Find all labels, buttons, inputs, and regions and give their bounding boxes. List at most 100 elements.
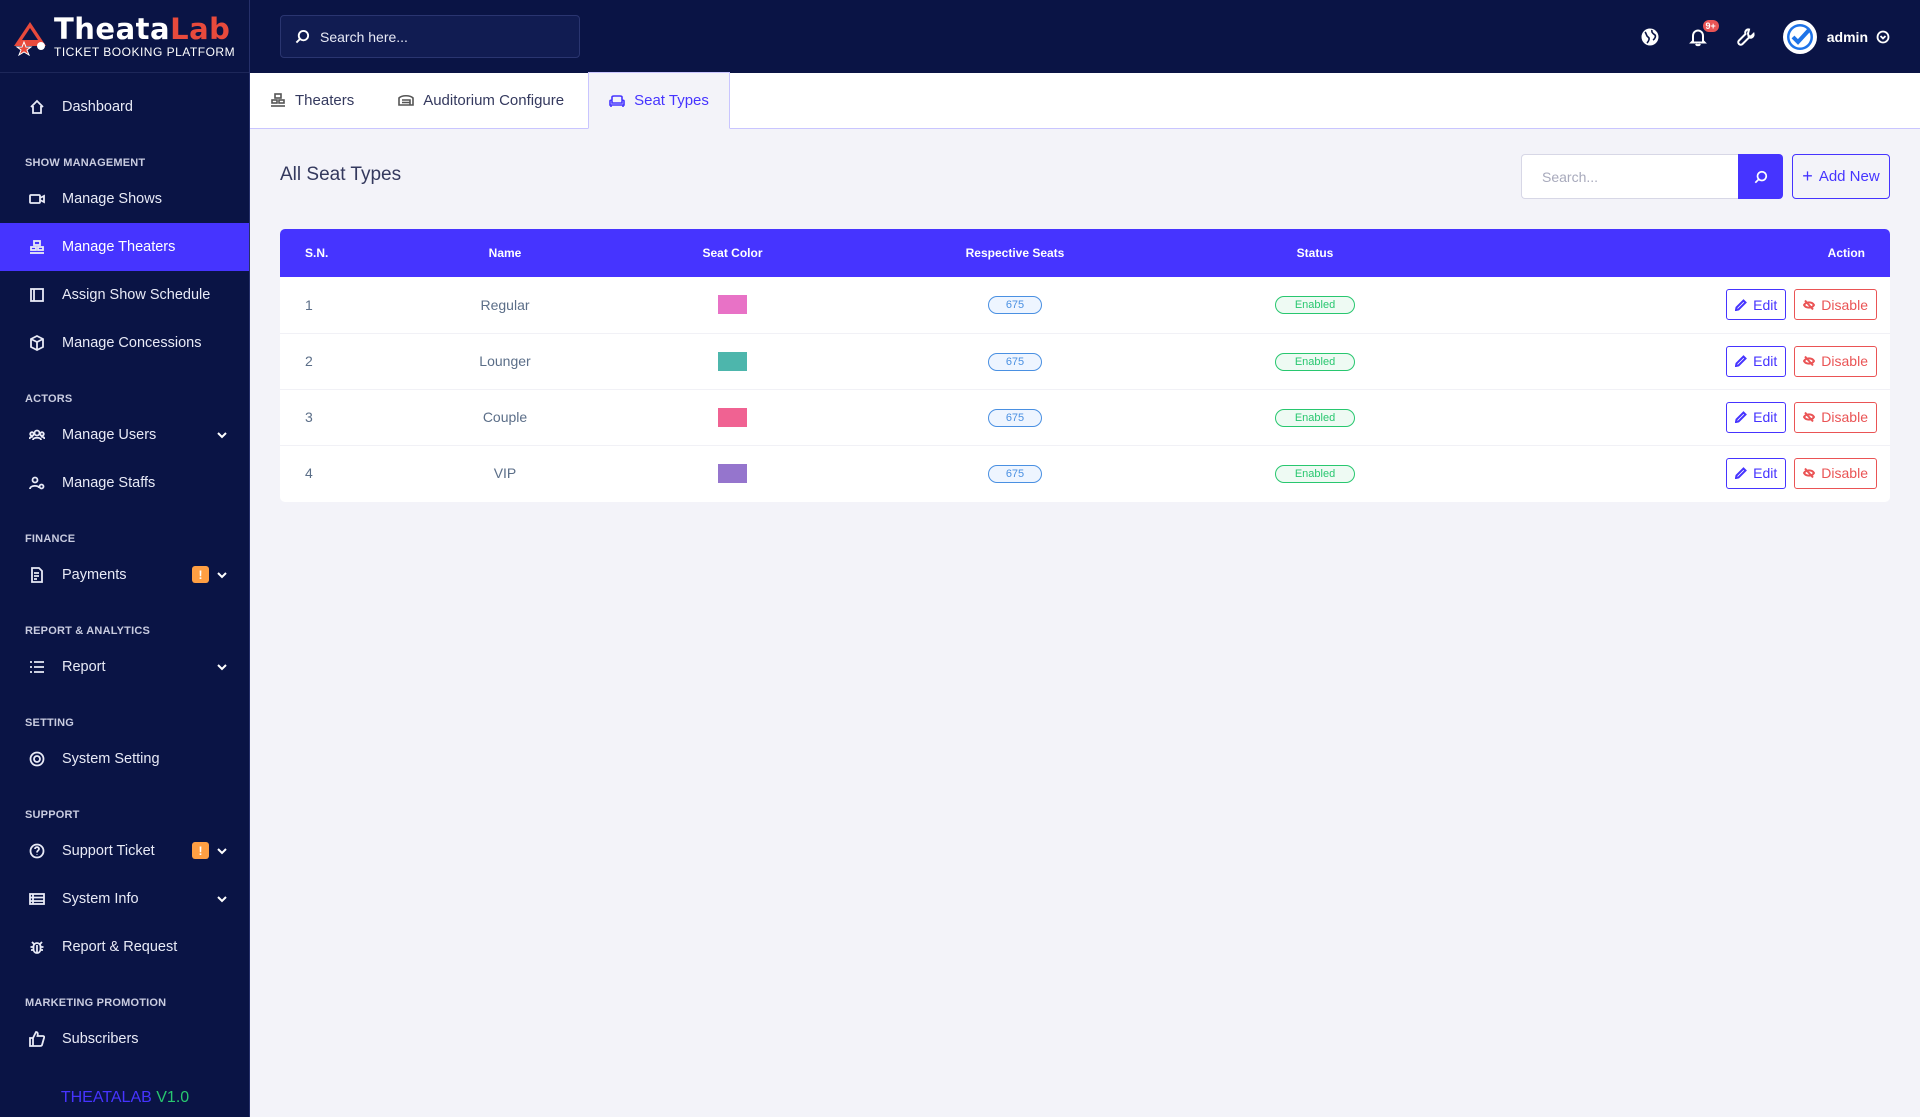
version-product: THEATALAB [60, 1089, 152, 1106]
wrench-icon[interactable] [1735, 26, 1757, 48]
sidebar-item-label: Assign Show Schedule [62, 287, 211, 303]
tab-auditorium-configure[interactable]: Auditorium Configure [378, 72, 584, 128]
brand-subtitle: TICKET BOOKING PLATFORM [54, 44, 236, 59]
disable-button[interactable]: Disable [1794, 345, 1877, 377]
seat-count-badge: 675 [988, 464, 1042, 483]
sidebar-item-manage-staffs[interactable]: Manage Staffs [0, 459, 249, 507]
sidebar-item-report[interactable]: Report [0, 643, 249, 691]
eye-slash-icon [1803, 468, 1816, 479]
version-label: THEATALAB V1.0 [0, 1089, 250, 1107]
disable-button[interactable]: Disable [1794, 457, 1877, 489]
theater-seats-icon [28, 238, 46, 256]
thumbs-up-icon [28, 1030, 46, 1048]
avatar[interactable] [1782, 19, 1817, 54]
chevron-down-icon [215, 892, 229, 906]
seat-types-table-card: S.N. Name Seat Color Respective Seats St… [280, 229, 1890, 502]
column-header-name: Name [488, 246, 522, 260]
seat-color-swatch [718, 463, 747, 483]
seat-count-badge: 675 [988, 296, 1042, 315]
pencil-icon [1735, 298, 1748, 311]
sidebar-item-label: Manage Staffs [62, 475, 156, 491]
sidebar-item-support-ticket[interactable]: Support Ticket ! [0, 827, 249, 875]
sidebar-item-report-request[interactable]: Report & Request [0, 923, 249, 971]
sidebar-item-payments[interactable]: Payments ! [0, 551, 249, 599]
cell-seat-color [640, 333, 825, 390]
disable-button[interactable]: Disable [1794, 401, 1877, 433]
eye-slash-icon [1803, 355, 1816, 367]
sidebar-item-system-setting[interactable]: System Setting [0, 735, 249, 783]
notification-bell-icon[interactable]: 9+ [1687, 19, 1719, 48]
seat-color-swatch [718, 351, 747, 371]
version-number: V1.0 [156, 1089, 190, 1106]
cell-seat-color [640, 445, 825, 501]
tab-label: Seat Types [634, 92, 709, 109]
sidebar-item-assign-show-schedule[interactable]: Assign Show Schedule [0, 271, 249, 319]
notification-count-badge: 9+ [1702, 19, 1719, 32]
eye-slash-icon [1803, 411, 1816, 423]
column-header-action: Action [1827, 246, 1865, 260]
disable-button[interactable]: Disable [1794, 289, 1877, 321]
topbar: 9+ admin [250, 0, 1920, 73]
sidebar-item-label: System Setting [62, 751, 160, 767]
sidebar-item-dashboard[interactable]: Dashboard [0, 83, 249, 131]
sidebar-item-system-info[interactable]: System Info [0, 875, 249, 923]
global-search[interactable] [280, 15, 580, 58]
admin-username[interactable]: admin [1826, 28, 1868, 45]
sidebar-item-label: Subscribers [62, 1031, 139, 1047]
page-title: All Seat Types [280, 164, 402, 185]
sidebar-item-label: Manage Users [62, 427, 157, 443]
search-input[interactable] [1521, 154, 1738, 199]
plus-icon: + [1802, 166, 1813, 186]
edit-label: Edit [1753, 465, 1778, 482]
tab-bar: Theaters Auditorium Configure Seat Types [250, 72, 1920, 129]
chevron-down-icon [215, 660, 229, 674]
theater-seats-icon [270, 92, 286, 108]
sidebar-item-label: Report & Request [62, 939, 178, 955]
brand-logo[interactable]: TheataLab TICKET BOOKING PLATFORM [0, 0, 249, 73]
section-title-marketing-promotion: MARKETING PROMOTION [25, 997, 167, 1009]
tab-theaters[interactable]: Theaters [250, 72, 374, 128]
eye-slash-icon [1803, 299, 1816, 310]
add-new-button[interactable]: + Add New [1792, 154, 1890, 199]
auditorium-icon [398, 92, 415, 108]
section-title-support: SUPPORT [25, 809, 80, 821]
sidebar-item-label: Manage Theaters [62, 239, 176, 255]
sidebar-item-label: Payments [62, 567, 127, 583]
sidebar-menu: Dashboard SHOW MANAGEMENT Manage Shows M… [0, 73, 249, 1063]
cell-action: Edit Disable [1425, 333, 1890, 390]
table-row: 2 Lounger 675 Enabled Edit Disable [280, 333, 1890, 390]
sidebar-item-manage-theaters[interactable]: Manage Theaters [0, 223, 249, 271]
sidebar-item-manage-concessions[interactable]: Manage Concessions [0, 319, 249, 367]
search-button[interactable] [1738, 154, 1783, 199]
edit-label: Edit [1753, 296, 1778, 313]
edit-label: Edit [1753, 353, 1778, 369]
globe-icon[interactable] [1639, 26, 1661, 48]
pencil-icon [1735, 411, 1748, 423]
edit-button[interactable]: Edit [1726, 345, 1787, 377]
seat-count-badge: 675 [988, 352, 1042, 371]
sidebar-item-manage-shows[interactable]: Manage Shows [0, 175, 249, 223]
sidebar: TheataLab TICKET BOOKING PLATFORM Dashbo… [0, 0, 250, 1117]
seat-types-table: S.N. Name Seat Color Respective Seats St… [280, 229, 1890, 501]
chevron-down-icon [215, 844, 229, 858]
sidebar-item-subscribers[interactable]: Subscribers [0, 1015, 249, 1063]
cell-status: Enabled [1205, 333, 1425, 390]
column-header-seat-color: Seat Color [702, 246, 763, 260]
tab-seat-types[interactable]: Seat Types [588, 72, 730, 129]
cell-name: Regular [370, 277, 640, 334]
sidebar-item-manage-users[interactable]: Manage Users [0, 411, 249, 459]
edit-button[interactable]: Edit [1726, 289, 1787, 321]
sidebar-item-label: Manage Shows [62, 191, 162, 207]
cell-action: Edit Disable [1425, 277, 1890, 334]
global-search-input[interactable] [320, 28, 560, 45]
status-badge: Enabled [1275, 296, 1355, 315]
edit-button[interactable]: Edit [1726, 457, 1787, 489]
table-row: 3 Couple 675 Enabled Edit Disable [280, 389, 1890, 446]
disable-label: Disable [1821, 353, 1868, 369]
chevron-down-circle-icon[interactable] [1876, 30, 1890, 44]
edit-button[interactable]: Edit [1726, 401, 1787, 433]
server-icon [28, 890, 46, 908]
sidebar-item-label: Manage Concessions [62, 335, 202, 351]
disable-label: Disable [1821, 409, 1868, 425]
seat-color-swatch [718, 295, 747, 315]
